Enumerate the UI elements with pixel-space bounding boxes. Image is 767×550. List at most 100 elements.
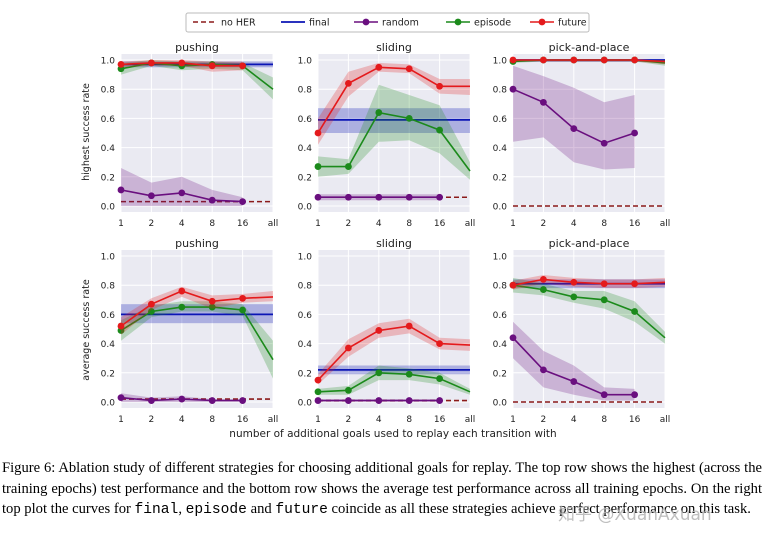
legend-label: episode [474, 18, 511, 29]
plot-area [513, 54, 665, 212]
x-tick-label: 8 [406, 415, 412, 425]
series-future [509, 56, 666, 65]
legend-label: future [558, 18, 587, 29]
legend-entry-no-her: no HER [193, 18, 256, 29]
x-tick-label: 4 [179, 219, 185, 229]
y-tick-label: 0.0 [101, 203, 116, 213]
y-tick-label: 0.4 [298, 144, 313, 154]
x-tick-label: 16 [629, 415, 641, 425]
panel-sliding-highest: 0.0 0.2 0.4 0.6 0.8 1.0 1 2 4 8 16 all sliding [298, 41, 476, 229]
data-point [314, 388, 322, 396]
x-tick-label: 16 [434, 415, 446, 425]
data-point [405, 65, 413, 73]
legend-entry-random: random [354, 18, 419, 29]
data-point [148, 300, 155, 308]
y-tick-label: 0.6 [101, 115, 116, 125]
x-tick-label: 1 [315, 415, 321, 425]
legend: no HER final random episode future [185, 12, 590, 33]
data-point [600, 56, 608, 64]
ablation-figure: no HER final random episode future 0.0 0.2 0.4… [81, 12, 671, 440]
panel-title: sliding [376, 41, 412, 54]
series-random [509, 321, 638, 401]
data-point [117, 186, 125, 194]
data-point [570, 293, 578, 301]
data-point [436, 340, 443, 347]
plot-area [121, 54, 273, 212]
data-point [405, 193, 413, 201]
confidence-band [318, 365, 470, 395]
series-episode [117, 301, 274, 379]
series-random [314, 193, 443, 201]
confidence-band [513, 60, 665, 66]
data-point [178, 287, 186, 295]
x-tick-label: all [268, 415, 279, 425]
y-tick-label: 0.6 [298, 115, 313, 125]
data-point [540, 56, 547, 64]
data-point [314, 397, 322, 404]
y-tick-label: 0.0 [493, 203, 508, 213]
y-tick-label: 0.2 [298, 369, 312, 379]
data-point [405, 322, 413, 330]
x-tick-label: 2 [149, 415, 155, 425]
x-tick-label: 8 [209, 415, 215, 425]
panel-pushing-highest: 0.0 0.2 0.4 0.6 0.8 1.0 1 2 4 8 16 all pushing [101, 41, 279, 229]
y-tick-label: 0.2 [298, 173, 312, 183]
series-future [117, 59, 247, 72]
x-tick-label: 4 [571, 415, 577, 425]
panel-title: pick-and-place [549, 41, 630, 54]
data-point [375, 193, 383, 201]
legend-box [185, 12, 590, 33]
data-point [405, 397, 413, 404]
x-tick-label: 1 [510, 415, 516, 425]
y-tick-label: 1.0 [493, 57, 508, 67]
data-point [600, 280, 608, 288]
y-axis-label: average success rate [81, 279, 92, 381]
data-point [314, 193, 322, 201]
series-random [509, 65, 638, 170]
y-tick-label: 0.4 [101, 340, 116, 350]
caption-text-1: Figure 6: Ablation study of different st… [2, 460, 762, 517]
data-point [509, 281, 517, 289]
data-point [178, 395, 186, 403]
series-line [512, 278, 666, 286]
confidence-band [318, 62, 470, 145]
data-point [509, 85, 517, 93]
legend-label: final [309, 18, 329, 29]
x-tick-label: 4 [571, 219, 577, 229]
confidence-band [513, 60, 665, 65]
data-point [178, 59, 186, 67]
figure-caption: Figure 6: Ablation study of different st… [2, 458, 762, 521]
panel-pick-and-place-highest: 0.0 0.2 0.4 0.6 0.8 1.0 1 2 4 8 16 all pick-and-plac… [493, 41, 671, 229]
y-tick-label: 1.0 [298, 253, 313, 263]
caption-text-3: and [246, 501, 276, 517]
series-line [120, 290, 274, 327]
caption-code-final: final [134, 502, 179, 518]
y-tick-label: 0.2 [493, 369, 507, 379]
legend-label: no HER [221, 18, 256, 29]
confidence-band [318, 318, 470, 385]
data-point [570, 278, 578, 286]
y-tick-label: 1.0 [493, 253, 508, 263]
y-tick-label: 0.8 [493, 86, 508, 96]
y-tick-label: 0.8 [493, 282, 508, 292]
x-tick-label: 8 [601, 219, 607, 229]
caption-text-4: coincide as all these strategies achieve… [327, 501, 751, 517]
legend-marker [538, 18, 546, 26]
series-future [314, 318, 471, 385]
confidence-band [318, 84, 470, 180]
y-tick-label: 0.2 [493, 173, 507, 183]
series-line [317, 325, 471, 381]
final-band [513, 60, 665, 62]
x-tick-label: 2 [346, 219, 352, 229]
x-tick-label: 2 [541, 415, 547, 425]
plot-area [513, 250, 665, 408]
data-point [540, 286, 547, 293]
data-point [436, 375, 443, 383]
data-point [509, 56, 517, 64]
y-tick-label: 0.8 [101, 282, 116, 292]
legend-entry-final: final [281, 18, 329, 29]
y-tick-label: 0.6 [298, 311, 313, 321]
data-point [345, 397, 352, 404]
series-episode [314, 365, 471, 396]
panel-title: pushing [175, 237, 219, 250]
